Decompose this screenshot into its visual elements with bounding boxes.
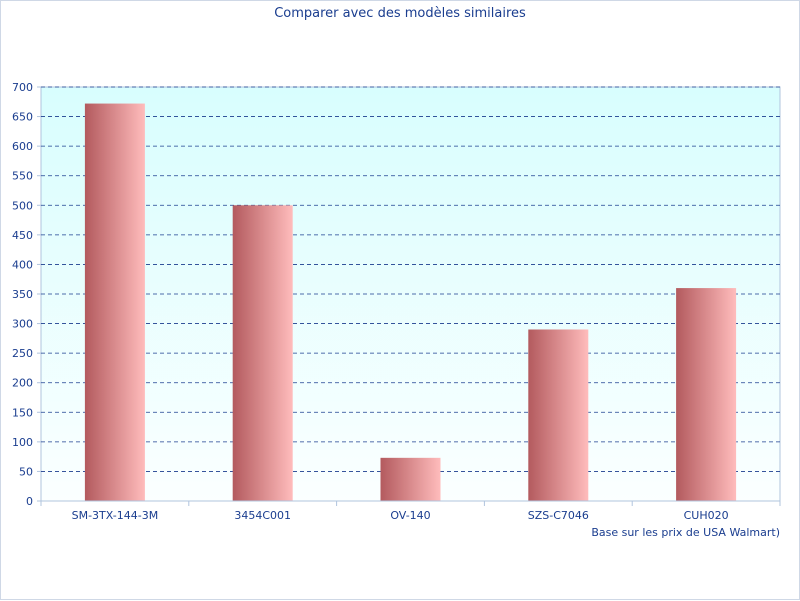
- source-note: Base sur les prix de USA Walmart): [591, 526, 780, 539]
- y-axis: 0 50 100 150 200 250 300 350 400 450 500 550 600 650 7…: [12, 81, 41, 508]
- bar: [84, 103, 145, 501]
- y-tick-label: 450: [12, 229, 33, 242]
- bars: [84, 103, 737, 502]
- bar: [380, 457, 441, 501]
- y-tick-label: 50: [19, 465, 33, 478]
- bar: [232, 205, 293, 502]
- plot-area: [40, 86, 781, 502]
- y-tick-label: 700: [12, 81, 33, 94]
- x-tick-label: SZS-C7046: [528, 509, 589, 522]
- x-tick-label: SM-3TX-144-3M: [72, 509, 159, 522]
- y-tick-label: 0: [26, 495, 33, 508]
- x-axis: SM-3TX-144-3M 3454C001 OV-140 SZS-C7046 CUH0…: [40, 500, 781, 522]
- chart-title: Comparer avec des modèles similaires: [274, 6, 526, 21]
- y-tick-label: 150: [12, 406, 33, 419]
- x-tick-label: CUH020: [684, 509, 729, 522]
- y-tick-label: 500: [12, 199, 33, 212]
- y-tick-label: 300: [12, 318, 33, 331]
- y-tick-label: 650: [12, 111, 33, 124]
- y-tick-label: 100: [12, 436, 33, 449]
- bar: [676, 288, 737, 501]
- y-tick-label: 600: [12, 140, 33, 153]
- bar: [528, 329, 589, 501]
- y-tick-label: 550: [12, 170, 33, 183]
- x-tick-label: OV-140: [390, 509, 430, 522]
- y-tick-label: 250: [12, 347, 33, 360]
- x-tick-label: 3454C001: [234, 509, 291, 522]
- y-tick-label: 400: [12, 258, 33, 271]
- y-tick-label: 350: [12, 288, 33, 301]
- y-tick-label: 200: [12, 377, 33, 390]
